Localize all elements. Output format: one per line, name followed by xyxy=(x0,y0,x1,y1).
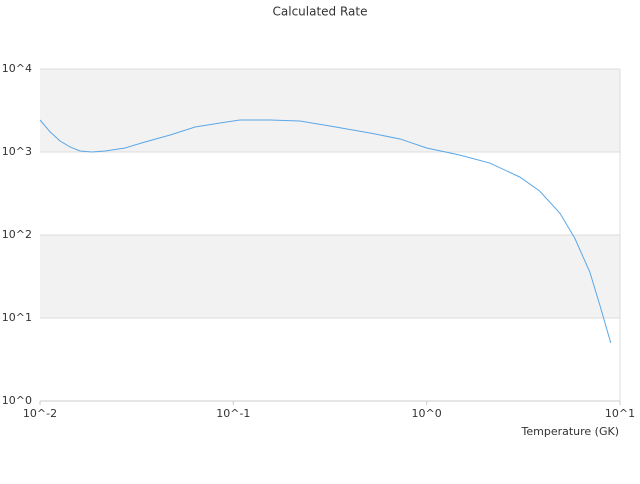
y-tick-label: 10^0 xyxy=(2,394,32,407)
chart-title: Calculated Rate xyxy=(273,5,368,19)
x-axis-label: Temperature (GK) xyxy=(521,425,620,438)
line xyxy=(39,119,612,344)
x-tick-label: 10^1 xyxy=(605,407,635,420)
y-tick-label: 10^3 xyxy=(2,145,32,158)
x-tick-label: 10^-2 xyxy=(23,407,57,420)
x-tick-label: 10^-1 xyxy=(216,407,250,420)
band xyxy=(40,69,620,152)
band xyxy=(40,235,620,318)
y-tick-label: 10^2 xyxy=(2,228,32,241)
y-tick-label: 10^1 xyxy=(2,311,32,324)
x-tick-label: 10^0 xyxy=(412,407,442,420)
y-tick-label: 10^4 xyxy=(2,62,32,75)
